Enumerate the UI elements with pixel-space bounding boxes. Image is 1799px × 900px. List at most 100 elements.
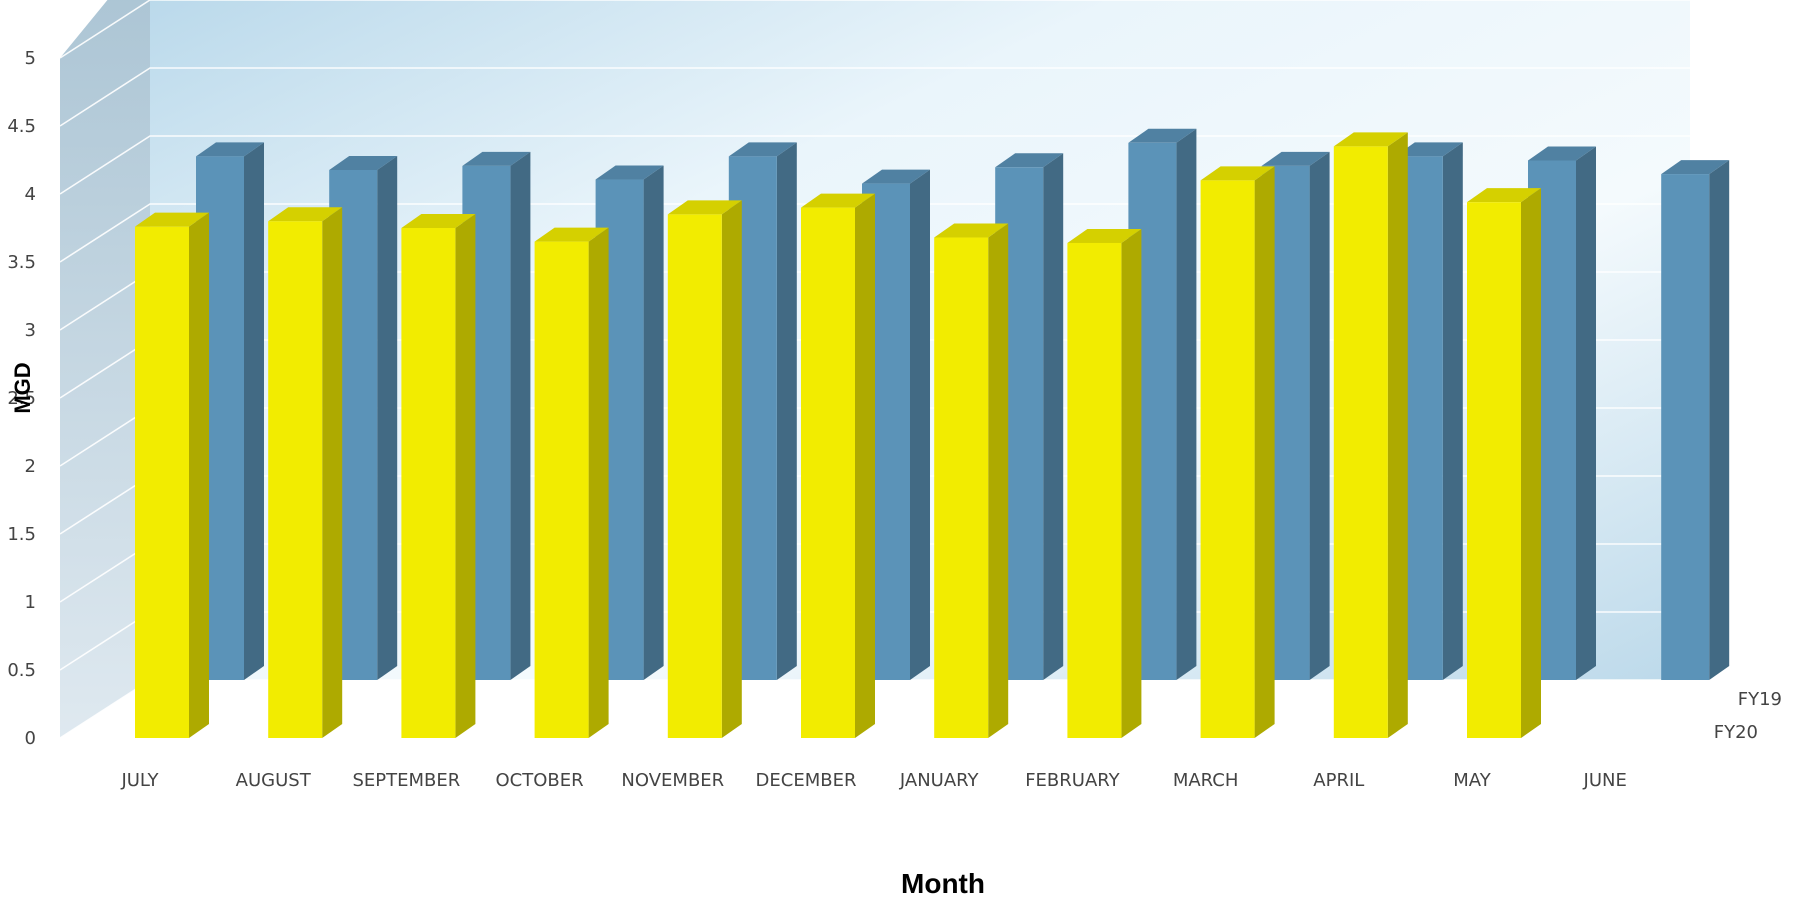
bar-fy20-front — [934, 237, 989, 738]
bar-fy20 — [1333, 132, 1408, 738]
x-tick-label: JULY — [120, 770, 159, 791]
x-tick-label: SEPTEMBER — [353, 770, 461, 791]
bar-fy20-top — [934, 223, 1009, 238]
gridline — [59, 0, 1690, 59]
bar-fy20 — [268, 207, 343, 738]
bar-fy20 — [1200, 166, 1275, 738]
x-tick-label: FEBRUARY — [1025, 770, 1120, 791]
bar-fy20-side — [1521, 188, 1541, 738]
x-tick-label: JANUARY — [899, 770, 980, 791]
x-tick-label: OCTOBER — [496, 770, 584, 791]
bar-fy19-side — [1576, 146, 1596, 681]
bar-fy20-top — [401, 214, 476, 228]
bar-fy20-side — [988, 223, 1009, 738]
bar-fy20-side — [1121, 228, 1142, 738]
bar-fy20-front — [667, 214, 722, 738]
bar-fy20-top — [667, 200, 742, 215]
y-axis-title: MGD — [10, 362, 35, 413]
x-tick-label: MAY — [1453, 770, 1491, 791]
bar-fy20-top — [801, 193, 875, 208]
bar-fy19-side — [1442, 142, 1463, 680]
bar-fy20 — [1067, 228, 1142, 738]
bar-fy19-side — [643, 165, 664, 680]
bar-fy19-side — [377, 156, 398, 680]
bar-fy20-front — [401, 228, 456, 738]
y-tick-label: 2.5 — [7, 388, 36, 409]
bar-fy20-top — [1467, 188, 1541, 203]
bar-fy20-front — [801, 207, 855, 739]
y-tick-label: 0 — [25, 728, 36, 749]
bar-fy19-top — [1528, 146, 1596, 161]
bar-fy20 — [1467, 188, 1541, 738]
x-axis-title: Month — [901, 868, 985, 895]
bar-fy19-top — [1128, 128, 1197, 143]
x-tick-label: MARCH — [1173, 770, 1239, 791]
bar-fy20-side — [721, 200, 742, 738]
bar-fy19-side — [910, 169, 930, 680]
bar-fy19-top — [862, 169, 930, 184]
bar-fy20-front — [1467, 202, 1521, 738]
gridline — [59, 67, 1690, 127]
bar-fy19-top — [995, 153, 1064, 168]
bar-fy20-side — [322, 207, 343, 738]
bar-fy20 — [401, 214, 476, 738]
x-tick-label: APRIL — [1313, 770, 1364, 791]
y-tick-label: 2 — [25, 456, 36, 477]
y-tick-label: 1 — [25, 592, 36, 613]
y-tick-label: 0.5 — [7, 660, 36, 681]
bar-fy20-side — [855, 193, 875, 739]
bar-fy20 — [801, 193, 875, 739]
series-label-fy20: FY20 — [1714, 722, 1758, 743]
y-tick-label: 4.5 — [7, 116, 36, 137]
bar-fy19-top — [1261, 151, 1330, 166]
bar-fy20 — [667, 200, 742, 738]
bar-fy19-top — [728, 142, 797, 157]
bar-fy20 — [534, 227, 609, 738]
bar-fy19-side — [244, 142, 264, 680]
bar-fy20-side — [588, 227, 609, 738]
y-tick-label: 1.5 — [7, 524, 36, 545]
bar-fy19-top — [595, 165, 664, 180]
bar-fy19-top — [329, 156, 398, 170]
y-tick-label: 3 — [25, 320, 36, 341]
bar-fy20-top — [534, 227, 609, 242]
bar-fy19-top — [1394, 142, 1463, 157]
bar-fy20-top — [268, 207, 343, 222]
y-tick-label: 4 — [25, 184, 36, 205]
bar-fy20-front — [1067, 242, 1122, 738]
bar-fy19-side — [1709, 160, 1730, 680]
bar-fy20-side — [455, 214, 476, 738]
bar-fy20-side — [189, 212, 209, 738]
bar-fy20-front — [268, 221, 323, 738]
y-tick-label: 5 — [25, 48, 36, 69]
bar-fy20-top — [1067, 228, 1142, 243]
bar-fy20-front — [1200, 180, 1255, 738]
bar-fy20 — [135, 212, 209, 738]
bar-fy19-top — [196, 142, 264, 157]
bar-fy19-side — [1176, 128, 1197, 681]
bar-fy20-front — [534, 241, 589, 738]
bar-fy19-front — [1661, 174, 1710, 680]
bar-fy20 — [934, 223, 1009, 738]
bar-fy19-side — [776, 142, 797, 680]
bar-fy19-top — [1661, 160, 1730, 175]
bar-fy19-top — [462, 151, 531, 166]
bar-fy19-side — [1309, 151, 1330, 681]
bar-fy20-top — [1200, 166, 1275, 181]
bar-fy20-top — [1333, 132, 1408, 147]
series-label-fy19: FY19 — [1738, 689, 1782, 710]
x-tick-label: DECEMBER — [756, 770, 857, 791]
bar-fy20-side — [1254, 166, 1275, 738]
bar-fy19-side — [510, 151, 531, 681]
x-tick-label: AUGUST — [236, 770, 312, 791]
bar-fy19-side — [1043, 153, 1064, 680]
y-tick-label: 3.5 — [7, 252, 36, 273]
bar-fy20-top — [135, 212, 209, 227]
bar-fy19 — [1661, 160, 1730, 680]
bar-fy20-side — [1387, 132, 1408, 738]
x-tick-label: NOVEMBER — [621, 770, 724, 791]
x-tick-label: JUNE — [1583, 770, 1627, 791]
bar-fy20-front — [135, 226, 189, 738]
